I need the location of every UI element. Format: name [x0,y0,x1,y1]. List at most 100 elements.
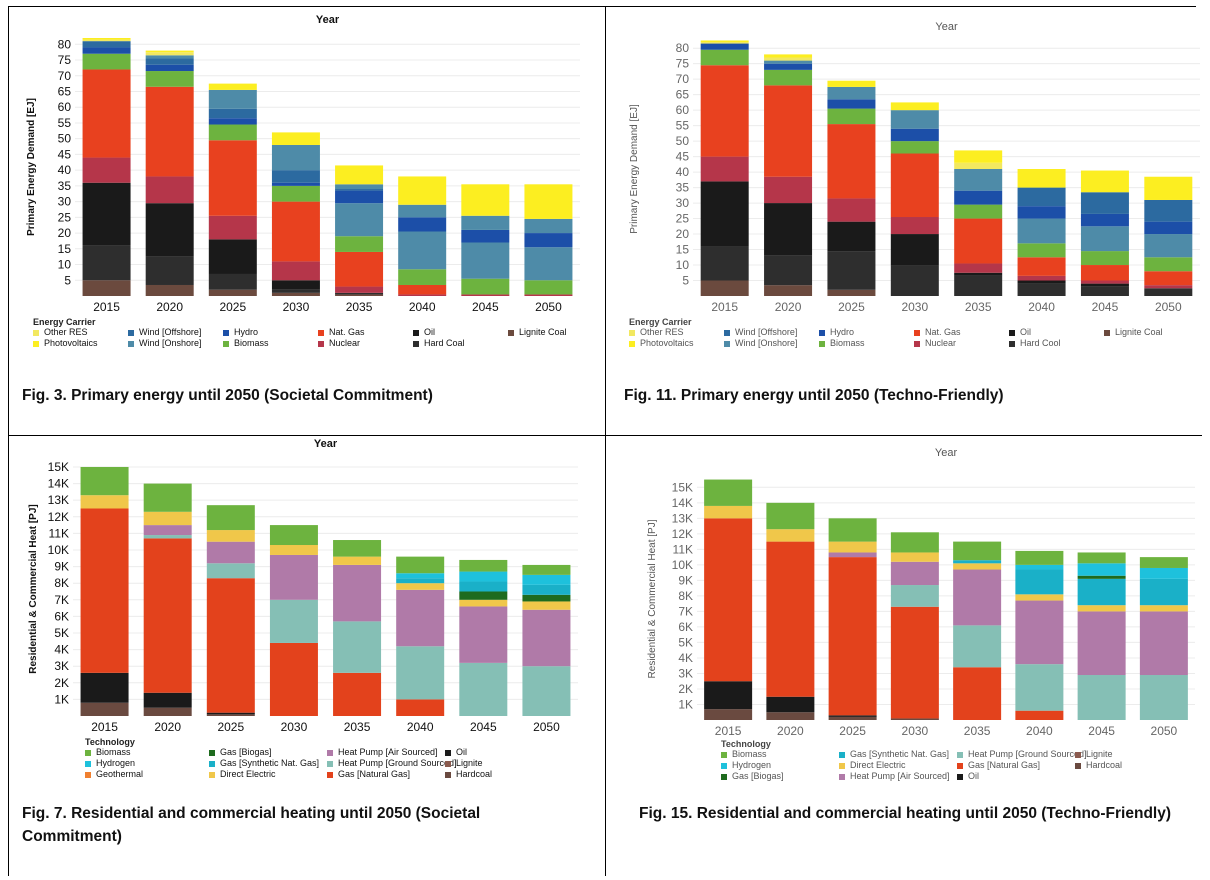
y-tick-label: 25 [676,212,690,226]
bar-segment-hard-coal-2030 [271,289,320,293]
legend-title: Energy Carrier [629,317,692,327]
legend-item-hardcoal: Hardcoal [1075,760,1145,771]
legend-swatch [327,771,333,778]
y-tick-label: 12K [48,510,69,524]
y-tick-label: 11K [49,526,69,540]
y-tick-label: 55 [676,119,690,133]
bar-segment-other-res-2020 [145,52,194,56]
bar-segment-wind-offshore-2040 [1017,187,1066,207]
legend-item-direct-electric: Direct Electric [839,760,957,771]
legend-label: Lignite Coal [519,327,567,337]
bar-segment-hydro-2020 [145,64,194,72]
bar-segment-oil-2045 [1080,283,1129,287]
bar-segment-heat-pump-ground-sourced-2035 [953,625,1002,668]
legend-item-hydrogen: Hydrogen [85,758,209,769]
bar-segment-biomass-2050 [524,280,573,295]
bar-segment-lignite-coal-2015 [82,280,131,296]
legend-title: Energy Carrier [33,317,96,327]
bar-segment-direct-electric-2015 [80,495,129,509]
legend-swatch [1009,329,1015,336]
bar-segment-wind-offshore-2025 [208,108,257,119]
bar-segment-heat-pump-ground-sourced-2050 [1139,675,1188,720]
legend-label: Hydro [830,327,855,337]
legend-label: Geothermal [96,769,144,779]
y-tick-label: 7K [678,604,693,618]
bar-segment-oil-2015 [82,182,131,246]
bar-segment-photovoltaics-2040 [1017,169,1066,188]
y-tick-label: 5K [678,635,693,649]
bar-segment-hard-coal-2030 [890,265,939,296]
legend-label: Heat Pump [Ground Sourced] [968,749,1087,759]
y-tick-label: 9K [54,560,69,574]
bar-segment-nuclear-2035 [954,263,1003,273]
bar-segment-wind-onshore-2050 [1144,234,1193,258]
bar-segment-heat-pump-air-sourced-2035 [333,564,382,622]
bar-segment-hardcoal-2015 [704,709,753,720]
x-tick-label: 2045 [1092,300,1119,314]
bar-segment-hydro-2035 [954,190,1003,205]
legend-swatch [724,329,730,336]
bar-segment-biomass-2030 [890,141,939,154]
legend-label: Other RES [44,327,88,337]
legend-item-gas-natural-gas: Gas [Natural Gas] [327,769,445,780]
legend-item-photovoltaics: Photovoltaics [33,338,128,349]
bar-segment-hydrogen-2045 [459,571,508,582]
bar-segment-heat-pump-ground-sourced-2030 [269,599,318,643]
bar-segment-oil-2020 [143,692,192,708]
bar-segment-direct-electric-2045 [1077,605,1126,612]
legend-label: Hydrogen [732,760,772,770]
figure-11-panel: Year Primary Energy Demand [EJ] 5 10 15 20 25 3… [605,0,1210,435]
legend-swatch [128,340,134,347]
bar-segment-oil-2015 [80,672,129,703]
y-tick-label: 4K [54,643,69,657]
bar-segment-wind-onshore-2025 [827,86,876,100]
bar-segment-other-res-2015 [700,42,749,44]
bar-segment-nat-gas-2035 [954,218,1003,264]
legend-item-oil: Oil [413,327,508,338]
bar-segment-lignite-coal-2025 [208,289,257,296]
x-tick-label: 2030 [283,300,310,314]
bar-segment-oil-2025 [827,221,876,252]
y-tick-label: 30 [676,196,690,210]
figure-15-caption: Fig. 15. Residential and commercial heat… [639,805,1171,822]
bar-segment-nat-gas-2025 [208,140,257,216]
y-tick-label: 3K [678,666,693,680]
bar-segment-nat-gas-2020 [764,85,813,177]
bar-segment-wind-onshore-2040 [1017,218,1066,244]
bar-segment-hydro-2030 [271,182,320,186]
bar-segment-heat-pump-ground-sourced-2045 [1077,675,1126,720]
legend-item-biomass: Biomass [819,338,914,349]
y-tick-label: 35 [58,179,72,193]
y-tick-label: 15 [58,242,72,256]
bar-segment-biomass-2045 [1077,552,1126,564]
legend-label: Oil [1020,327,1031,337]
legend-item-hardcoal: Hardcoal [445,769,535,780]
bar-segment-lignite-coal-2025 [827,289,876,296]
bar-segment-gas-natural-gas-2015 [704,518,753,682]
legend-swatch [914,340,920,347]
x-tick-label: 2025 [219,300,246,314]
bar-segment-biomass-2030 [269,525,318,546]
bar-segment-nuclear-2020 [764,176,813,204]
x-tick-label: 2050 [1151,724,1178,738]
y-tick-label: 45 [58,147,72,161]
y-tick-label: 15 [676,243,690,257]
y-tick-label: 5 [682,274,689,288]
bar-segment-gas-natural-gas-2035 [953,667,1002,720]
x-tick-label: 2015 [93,300,120,314]
bar-segment-photovoltaics-2045 [1080,170,1129,193]
bar-segment-hardcoal-2020 [143,707,192,716]
bar-segment-wind-onshore-2045 [461,242,510,279]
x-tick-label: 2035 [346,300,373,314]
bar-segment-gas-natural-gas-2040 [1015,710,1064,720]
bar-segment-nat-gas-2030 [271,201,320,262]
bar-segment-gas-synthetic-nat-gas-2045 [1077,578,1126,606]
legend-swatch [839,762,845,769]
legend-swatch [33,340,39,347]
bar-segment-wind-offshore-2030 [271,170,320,183]
y-tick-label: 10K [672,558,693,572]
figure-7-caption: Fig. 7. Residential and commercial heati… [22,805,481,845]
bar-segment-hard-coal-2025 [827,251,876,290]
bar-segment-hydro-2030 [890,128,939,142]
